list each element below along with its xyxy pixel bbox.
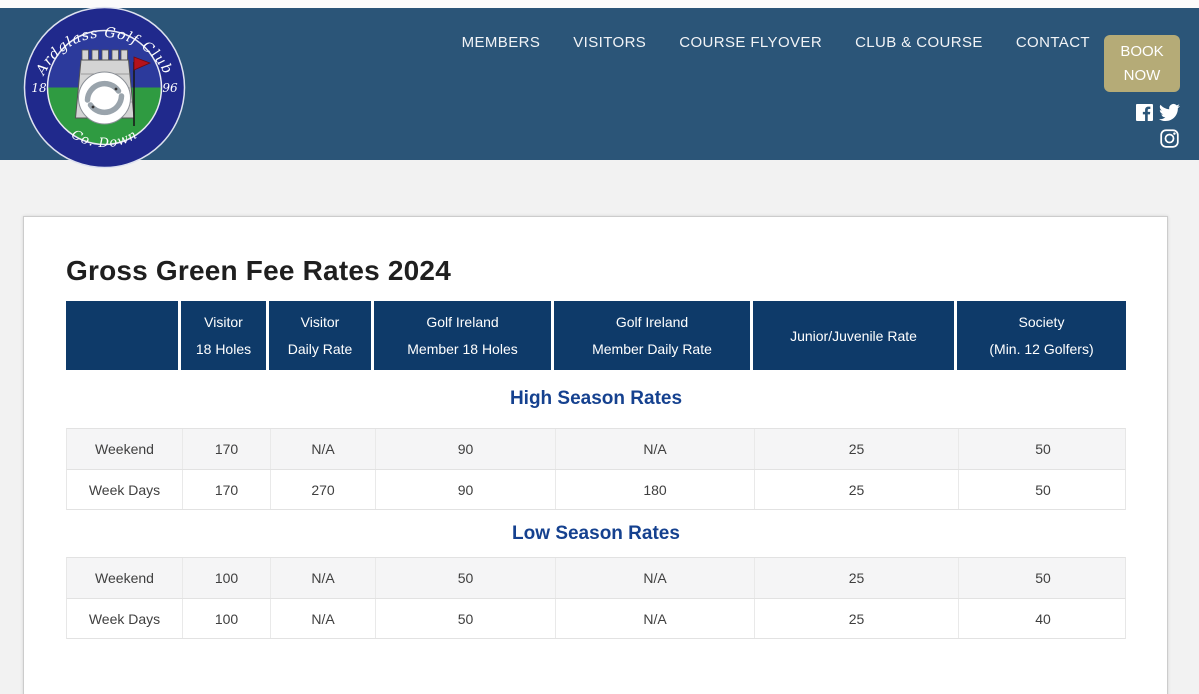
facebook-icon[interactable] [1136, 104, 1153, 121]
content-card: Gross Green Fee Rates 2024 Visitor 18 Hol… [23, 216, 1168, 694]
cell-value: 270 [270, 470, 375, 509]
cell-value: 100 [182, 599, 270, 638]
cell-value: 50 [375, 599, 555, 638]
table-row-low-weekend: Weekend 100 N/A 50 N/A 25 50 [66, 557, 1126, 598]
page-title: Gross Green Fee Rates 2024 [66, 255, 451, 286]
cell-value: 90 [375, 429, 555, 469]
nav-item-visitors[interactable]: VISITORS [573, 34, 647, 51]
twitter-icon[interactable] [1159, 102, 1180, 123]
row-label: Week Days [88, 481, 161, 498]
club-logo-image: Ardglass Golf Club Co. Down 18 96 [23, 6, 186, 169]
header-cell-society: Society (Min. 12 Golfers) [957, 301, 1126, 370]
nav-item-course-flyover[interactable]: COURSE FLYOVER [679, 34, 823, 51]
row-label: Week Days [88, 610, 161, 627]
nav-item-members[interactable]: MEMBERS [461, 34, 541, 51]
social-links [1136, 102, 1180, 149]
rates-table: Visitor 18 Holes Visitor Daily Rate Golf I… [66, 301, 1126, 639]
logo-year-right: 96 [162, 81, 178, 95]
cell-value: 170 [182, 429, 270, 469]
cell-value: N/A [555, 599, 754, 638]
header-cell-visitor-daily-rate: Visitor Daily Rate [269, 301, 374, 370]
top-strip [0, 0, 1199, 8]
row-label: Weekend [95, 441, 154, 457]
cell-value: 25 [754, 599, 958, 638]
header-cell-golf-ireland-18-holes: Golf Ireland Member 18 Holes [374, 301, 554, 370]
logo-year-left: 18 [31, 81, 47, 95]
section-header-high-season: High Season Rates [509, 388, 683, 409]
table-row-high-weekend: Weekend 170 N/A 90 N/A 25 50 [66, 428, 1126, 469]
cell-value: N/A [270, 429, 375, 469]
cell-value: 50 [375, 558, 555, 598]
logo-fish-icon [78, 71, 131, 125]
cell-value: 180 [555, 470, 754, 509]
nav-item-contact[interactable]: CONTACT [1015, 34, 1090, 51]
cell-value: N/A [555, 429, 754, 469]
cell-value: N/A [555, 558, 754, 598]
svg-text:Co. Down: Co. Down [69, 127, 141, 151]
header-cell-junior-juvenile-rate: Junior/Juvenile Rate [753, 301, 957, 370]
main-nav: MEMBERS VISITORS COURSE FLYOVER CLUB & C… [462, 34, 1090, 51]
nav-item-club-and-course[interactable]: CLUB & COURSE [855, 34, 983, 51]
cell-value: 50 [958, 470, 1127, 509]
logo-bottom-text: Co. Down [69, 127, 140, 151]
header-cell-blank [66, 301, 181, 370]
cell-value: 25 [754, 429, 958, 469]
club-logo[interactable]: Ardglass Golf Club Co. Down 18 96 [23, 6, 186, 169]
table-header-row: Visitor 18 Holes Visitor Daily Rate Golf I… [66, 301, 1126, 370]
table-row-low-weekdays: Week Days 100 N/A 50 N/A 25 40 [66, 598, 1126, 639]
cell-value: 100 [182, 558, 270, 598]
cell-value: 25 [754, 470, 958, 509]
cell-value: 50 [958, 429, 1127, 469]
site-header: Ardglass Golf Club Co. Down 18 96 [0, 6, 1199, 169]
cell-value: 50 [958, 558, 1127, 598]
cell-value: 25 [754, 558, 958, 598]
cell-value: 40 [958, 599, 1127, 638]
instagram-icon[interactable] [1159, 128, 1180, 149]
header-cell-visitor-18-holes: Visitor 18 Holes [181, 301, 269, 370]
cell-value: N/A [270, 599, 375, 638]
header-cell-golf-ireland-daily-rate: Golf Ireland Member Daily Rate [554, 301, 753, 370]
logo-flag-icon [133, 56, 152, 126]
book-now-button[interactable]: BOOK NOW [1104, 35, 1180, 92]
section-header-low-season: Low Season Rates [512, 522, 680, 544]
cell-value: 170 [182, 470, 270, 509]
row-label: Weekend [95, 570, 154, 586]
cell-value: N/A [270, 558, 375, 598]
page-body: Gross Green Fee Rates 2024 Visitor 18 Hol… [0, 216, 1199, 694]
table-row-high-weekdays: Week Days 170 270 90 180 25 50 [66, 469, 1126, 510]
cell-value: 90 [375, 470, 555, 509]
